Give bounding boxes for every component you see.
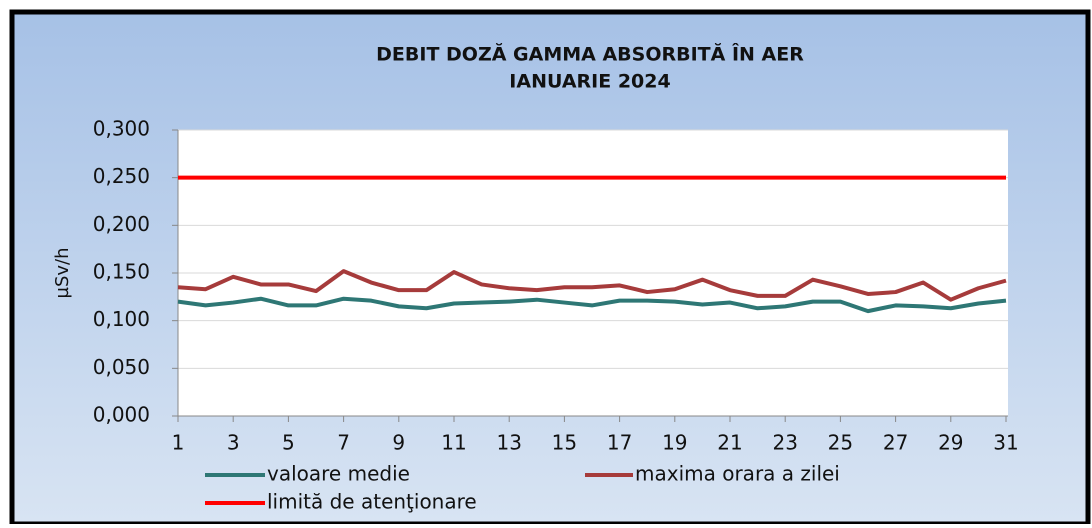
x-tick-label: 3	[227, 431, 240, 455]
legend-label: valoare medie	[267, 462, 410, 486]
x-tick-label: 21	[717, 431, 742, 455]
x-tick-label: 9	[392, 431, 405, 455]
y-tick-label: 0,300	[93, 117, 150, 141]
x-tick-label: 17	[607, 431, 632, 455]
y-tick-label: 0,200	[93, 212, 150, 236]
legend-label: limită de atenţionare	[267, 490, 477, 514]
chart-title: DEBIT DOZĂ GAMMA ABSORBITĂ ÎN AER	[376, 42, 804, 66]
x-tick-label: 1	[172, 431, 185, 455]
x-tick-label: 19	[662, 431, 687, 455]
x-tick-label: 15	[552, 431, 577, 455]
x-tick-label: 7	[337, 431, 350, 455]
legend-label: maxima orara a zilei	[635, 462, 840, 486]
x-tick-label: 27	[883, 431, 908, 455]
y-tick-label: 0,150	[93, 260, 150, 284]
y-axis-label: µSv/h	[52, 247, 73, 298]
series-line	[177, 269, 1007, 302]
x-tick-label: 23	[772, 431, 797, 455]
x-tick-label: 11	[441, 431, 466, 455]
x-tick-label: 29	[938, 431, 963, 455]
x-tick-label: 13	[496, 431, 521, 455]
chart-subtitle: IANUARIE 2024	[509, 71, 670, 93]
y-tick-label: 0,100	[93, 307, 150, 331]
x-tick-label: 5	[282, 431, 295, 455]
series-line	[177, 296, 1007, 314]
y-tick-label: 0,050	[93, 355, 150, 379]
x-tick-label: 25	[828, 431, 853, 455]
y-tick-label: 0,000	[93, 403, 150, 427]
y-tick-label: 0,250	[93, 164, 150, 188]
x-tick-label: 31	[993, 431, 1018, 455]
